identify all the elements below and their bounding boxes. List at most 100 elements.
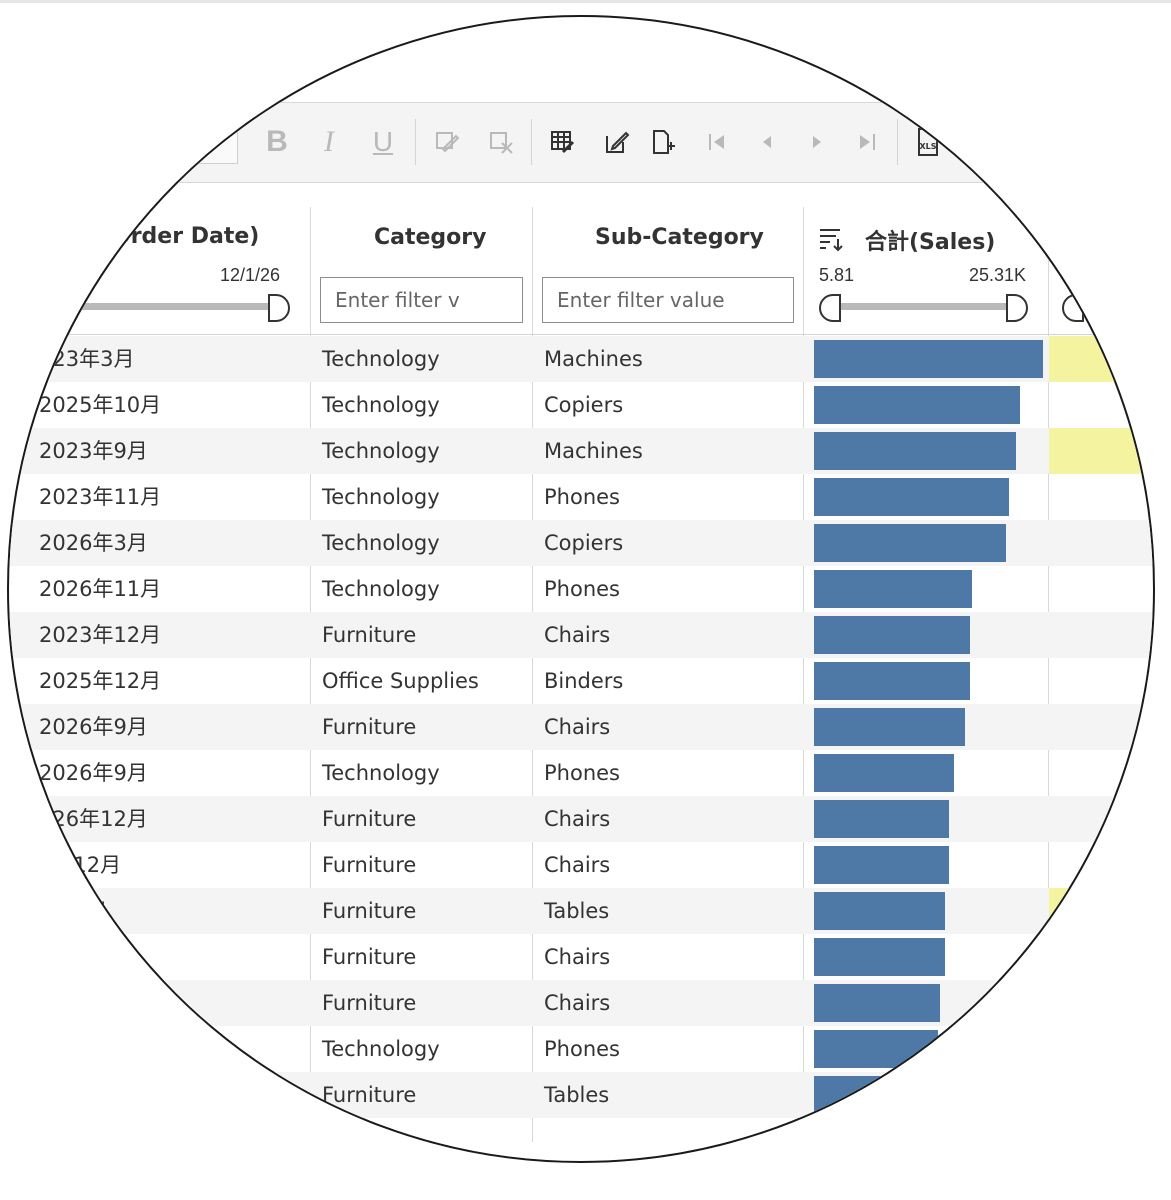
bold-button[interactable]: B (266, 125, 288, 158)
date-range-slider[interactable] (42, 303, 278, 310)
order-date-cell: 2026年3月 (39, 531, 148, 555)
subcategory-column-title[interactable]: Sub-Category (595, 225, 764, 250)
category-cell: Furniture (322, 853, 417, 877)
subcategory-cell: Chairs (544, 945, 611, 969)
table-row[interactable]: 2025年12月 Office Supplies Binders (9, 658, 1153, 704)
sales-bar[interactable] (814, 478, 1009, 516)
toolbar-separator (415, 119, 416, 165)
category-cell: Technology (322, 761, 440, 785)
sales-bar[interactable] (814, 938, 945, 976)
category-cell: Furniture (322, 945, 417, 969)
sort-icon[interactable] (818, 226, 844, 256)
sales-range-slider[interactable] (834, 303, 1020, 310)
font-size-box[interactable] (152, 120, 238, 164)
add-row-icon[interactable] (648, 121, 678, 163)
table-row[interactable]: 5年12月 Furniture Chairs (9, 842, 1153, 888)
table-row[interactable]: 年12月 Furniture Tables (9, 888, 1153, 934)
category-cell: Technology (322, 1037, 440, 1061)
subcategory-cell: Machines (544, 347, 643, 371)
subcategory-filter-input[interactable] (542, 277, 794, 323)
category-cell: Furniture (322, 807, 417, 831)
first-page-icon[interactable] (702, 121, 732, 163)
column-divider (532, 207, 533, 1142)
category-filter-input[interactable] (320, 277, 523, 323)
date-range-max-handle[interactable] (268, 294, 290, 322)
table-row[interactable]: 023年3月 Technology Machines (9, 336, 1153, 382)
order-date-cell: 026年12月 (39, 807, 148, 831)
table-row[interactable]: 2023年9月 Technology Machines (9, 428, 1153, 474)
table-row[interactable]: Furniture Tables (9, 1072, 1153, 1118)
sales-range-max-handle[interactable] (1006, 294, 1028, 322)
table-row[interactable]: Technology Phones (9, 1026, 1153, 1072)
sales-bar[interactable] (814, 340, 1043, 378)
category-cell: Technology (322, 439, 440, 463)
highlight-cell (1049, 336, 1153, 382)
table-row[interactable]: 026年12月 Furniture Chairs (9, 796, 1153, 842)
order-date-cell: 5年12月 (39, 853, 122, 877)
category-cell: Office Supplies (322, 669, 479, 693)
next-page-icon[interactable] (802, 121, 832, 163)
sales-range-min-label: 5.81 (819, 265, 855, 285)
toolbar-separator (531, 119, 532, 165)
sales-range-min-handle[interactable] (819, 294, 841, 322)
window-top-border (0, 0, 1171, 3)
edit-cell-icon[interactable] (602, 121, 632, 163)
sales-bar[interactable] (814, 800, 949, 838)
sales-column-title[interactable]: 合計(Sales) (865, 230, 996, 255)
table-row[interactable]: 2023年11月 Technology Phones (9, 474, 1153, 520)
italic-button[interactable]: I (324, 125, 334, 158)
order-date-cell: 年12月 (39, 899, 108, 923)
table-row[interactable]: 2023年12月 Furniture Chairs (9, 612, 1153, 658)
edit-format-icon[interactable] (432, 121, 462, 163)
category-column-title[interactable]: Category (374, 225, 487, 250)
column-divider (310, 207, 311, 1142)
category-cell: Technology (322, 485, 440, 509)
order-date-cell: 023年3月 (39, 347, 135, 371)
table-row[interactable]: 2026年3月 Technology Copiers (9, 520, 1153, 566)
table-row[interactable]: 2026年9月 Furniture Chairs (9, 704, 1153, 750)
sales-bar[interactable] (814, 846, 949, 884)
table-row[interactable]: 1月 Furniture Chairs (9, 934, 1153, 980)
table-row[interactable]: 2025年10月 Technology Copiers (9, 382, 1153, 428)
highlight-cell (1049, 888, 1153, 934)
previous-page-icon[interactable] (752, 121, 782, 163)
clear-format-icon[interactable] (486, 121, 516, 163)
column-divider (803, 207, 804, 1142)
order-date-cell: 2023年11月 (39, 485, 162, 509)
sales-bar[interactable] (814, 616, 970, 654)
subcategory-cell: Phones (544, 761, 620, 785)
sales-bar[interactable] (814, 524, 1006, 562)
table-row[interactable]: Furniture Chairs (9, 980, 1153, 1026)
subcategory-cell: Chairs (544, 623, 611, 647)
subcategory-cell: Binders (544, 669, 624, 693)
table-settings-icon[interactable] (548, 121, 578, 163)
table-row[interactable]: 2026年9月 Technology Phones (9, 750, 1153, 796)
order-date-cell: 2025年12月 (39, 669, 162, 693)
sales-bar[interactable] (814, 432, 1016, 470)
underline-button[interactable]: U (372, 126, 394, 157)
category-cell: Technology (322, 577, 440, 601)
order-date-cell: 2026年11月 (39, 577, 162, 601)
sales-bar[interactable] (814, 708, 965, 746)
subcategory-cell: Machines (544, 439, 643, 463)
sales-bar[interactable] (814, 662, 970, 700)
date-column-title[interactable]: Order Date) (112, 224, 260, 249)
export-xls-icon[interactable]: XLS (912, 121, 944, 163)
export-icon[interactable] (957, 121, 987, 163)
category-cell: Furniture (322, 623, 417, 647)
sales-bar[interactable] (814, 892, 945, 930)
subcategory-cell: Tables (544, 899, 610, 923)
sales-bar[interactable] (814, 570, 972, 608)
sales-bar[interactable] (814, 984, 940, 1022)
next-column-range-handle[interactable] (1062, 294, 1084, 322)
last-page-icon[interactable] (852, 121, 882, 163)
table-row[interactable]: 2026年11月 Technology Phones (9, 566, 1153, 612)
sales-bar[interactable] (814, 754, 954, 792)
category-cell: Furniture (322, 899, 417, 923)
column-divider (1048, 207, 1049, 1142)
sales-bar[interactable] (814, 1076, 933, 1114)
subcategory-cell: Chairs (544, 991, 611, 1015)
sales-range-max-label: 25.31K (969, 265, 1027, 285)
sales-bar[interactable] (814, 386, 1020, 424)
sales-bar[interactable] (814, 1030, 938, 1068)
